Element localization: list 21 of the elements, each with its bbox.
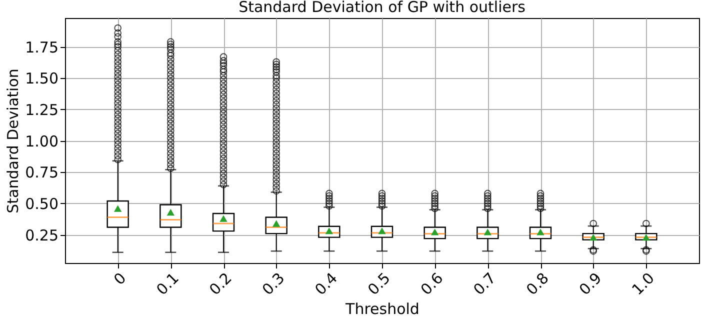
x-tick-label: 0.8: [522, 269, 552, 299]
x-axis-title: Threshold: [344, 300, 420, 318]
x-tick-label: 0.1: [152, 269, 182, 299]
y-tick-label: 0.50: [25, 194, 58, 213]
x-tick-label: 0.5: [364, 269, 394, 299]
x-tick-label: 0: [110, 269, 130, 289]
y-tick-label: 0.25: [25, 226, 58, 244]
x-tick-label: 0.9: [576, 269, 606, 299]
x-tick-label: 1.0: [628, 269, 658, 299]
x-tick-label: 0.2: [206, 269, 236, 299]
x-tick-label: 0.3: [258, 269, 288, 299]
y-tick-label: 0.75: [25, 164, 58, 182]
y-tick-label: 1.25: [25, 100, 58, 119]
x-tick-label: 0.7: [470, 269, 500, 299]
x-tick-label: 0.6: [417, 269, 447, 299]
chart-title: Standard Deviation of GP with outliers: [238, 0, 526, 16]
y-axis-title: Standard Deviation: [4, 68, 22, 214]
y-tick-label: 1.50: [25, 70, 58, 88]
y-tick-label: 1.75: [25, 38, 58, 56]
y-tick-label: 1.00: [25, 132, 58, 150]
x-tick-label: 0.4: [311, 269, 341, 299]
